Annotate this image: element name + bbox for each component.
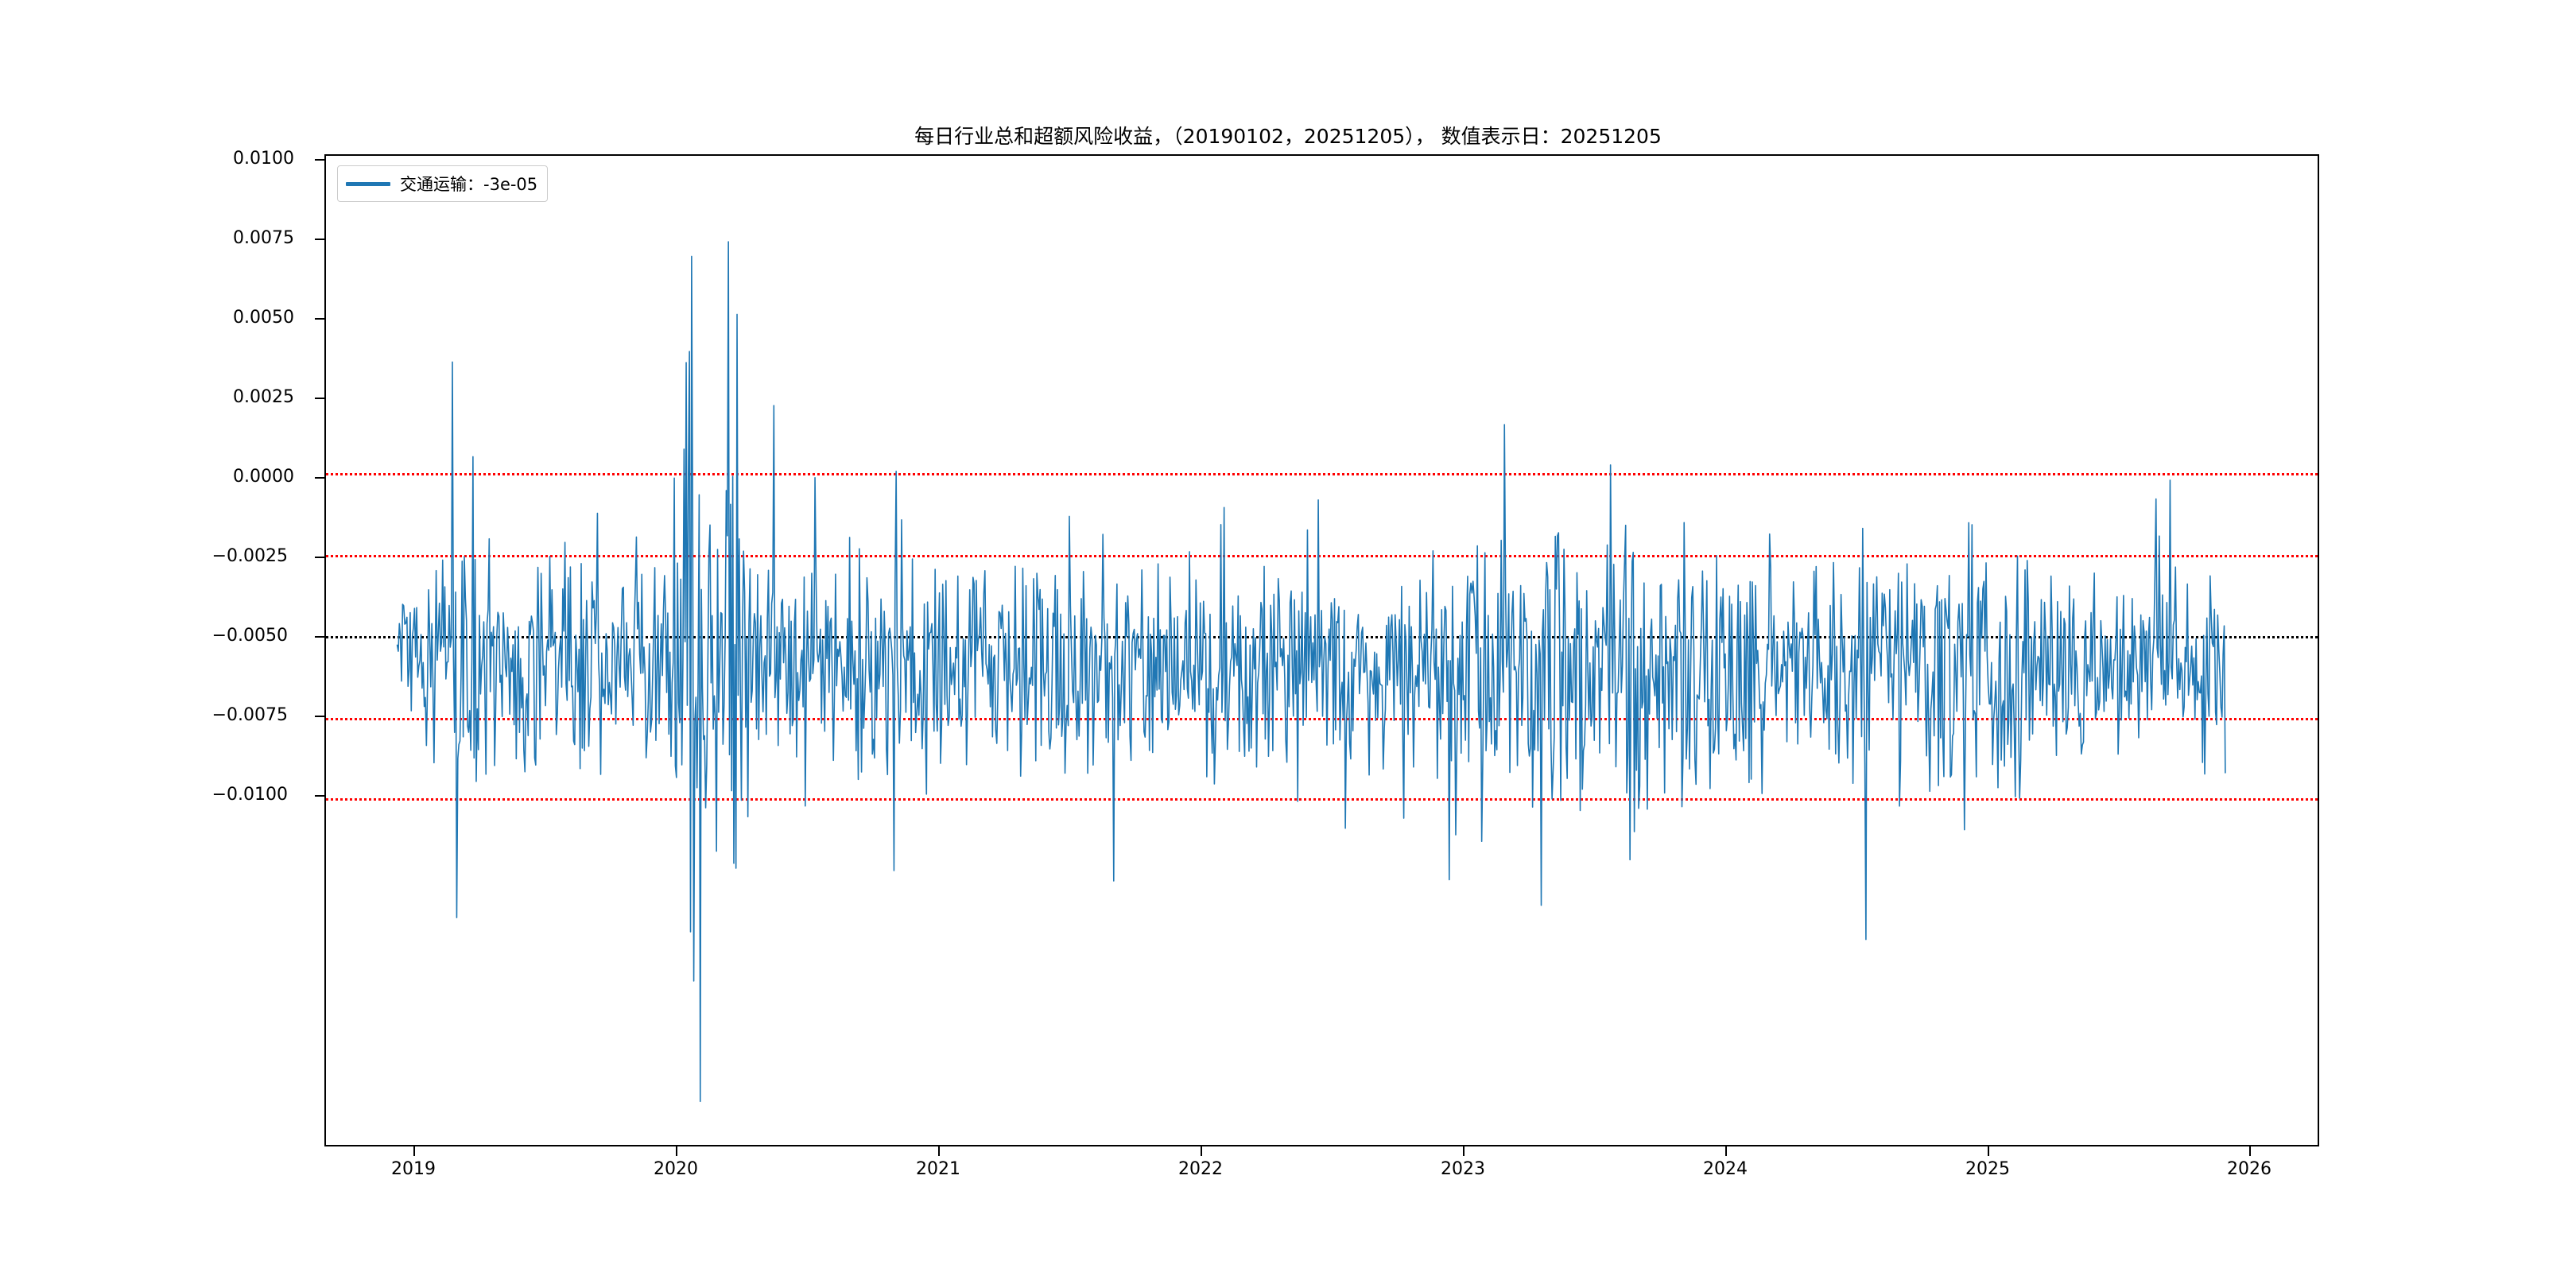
y-tick-mark (315, 318, 326, 320)
y-tick-mark (315, 636, 326, 638)
y-tick-mark (315, 477, 326, 479)
x-tick-mark (1201, 1145, 1202, 1156)
data-series-transportation (396, 241, 2226, 1103)
legend-line-swatch (346, 181, 390, 186)
x-tick-label: 2019 (391, 1159, 436, 1179)
y-tick-label: −0.0075 (211, 705, 288, 725)
y-tick-mark (315, 239, 326, 240)
upper-outer-band-line (326, 473, 2318, 475)
lower-inner-band-line (326, 718, 2318, 720)
plot-area (326, 156, 2318, 1145)
y-tick-label: 0.0100 (233, 149, 294, 169)
chart-legend[interactable]: 交通运输：-3e-05 (337, 165, 549, 202)
x-tick-mark (676, 1145, 677, 1156)
y-tick-mark (315, 159, 326, 161)
x-tick-mark (1463, 1145, 1465, 1156)
chart-title: 每日行业总和超额风险收益，（20190102，20251205）， 数值表示日：… (914, 125, 1662, 148)
y-tick-label: −0.0025 (211, 546, 288, 566)
x-tick-mark (1725, 1145, 1727, 1156)
x-tick-label: 2022 (1178, 1159, 1223, 1179)
y-tick-label: 0.0025 (233, 387, 294, 407)
x-tick-label: 2026 (2227, 1159, 2271, 1179)
y-tick-label: 0.0075 (233, 228, 294, 248)
x-tick-label: 2020 (654, 1159, 698, 1179)
x-tick-label: 2025 (1965, 1159, 2010, 1179)
x-tick-mark (938, 1145, 940, 1156)
x-tick-label: 2023 (1441, 1159, 1485, 1179)
y-tick-mark (315, 795, 326, 797)
x-tick-label: 2024 (1703, 1159, 1748, 1179)
y-tick-mark (315, 716, 326, 717)
x-tick-mark (2249, 1145, 2251, 1156)
x-tick-mark (413, 1145, 415, 1156)
x-tick-mark (1988, 1145, 1989, 1156)
y-tick-mark (315, 557, 326, 558)
plot-axes: 0.0100 0.0075 0.0050 0.0025 0.0000 −0.00… (212, 149, 2319, 1179)
legend-label: 交通运输：-3e-05 (400, 175, 538, 194)
upper-inner-band-line (326, 555, 2318, 557)
y-tick-label: −0.0100 (211, 785, 288, 805)
x-tick-label: 2021 (916, 1159, 960, 1179)
y-tick-label: −0.0050 (211, 626, 288, 646)
y-tick-label: 0.0000 (233, 467, 294, 487)
lower-outer-band-line (326, 798, 2318, 801)
y-tick-label: 0.0050 (233, 308, 294, 328)
y-tick-mark (315, 398, 326, 399)
